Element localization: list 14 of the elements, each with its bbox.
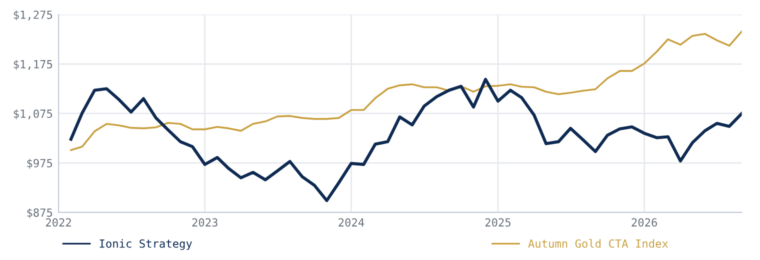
x-tick-label: 2023: [192, 218, 218, 227]
line-series: [69, 78, 742, 202]
y-tick-label: $1,075: [14, 109, 52, 120]
y-tick-label: $1,275: [14, 10, 52, 20]
y-tick-label: $875: [27, 208, 52, 218]
x-tick-label: 2024: [338, 218, 364, 227]
x-tick-label: 2025: [485, 218, 510, 227]
y-tick-label: $975: [27, 158, 52, 169]
y-tick-label: $1,175: [14, 60, 52, 70]
legend-label: Ionic Strategy: [100, 239, 192, 250]
line-series: [70, 30, 742, 151]
legend-label: Autumn Gold CTA Index: [528, 239, 668, 248]
x-tick-label: 2022: [46, 218, 71, 227]
x-tick-label: 2026: [632, 218, 657, 227]
